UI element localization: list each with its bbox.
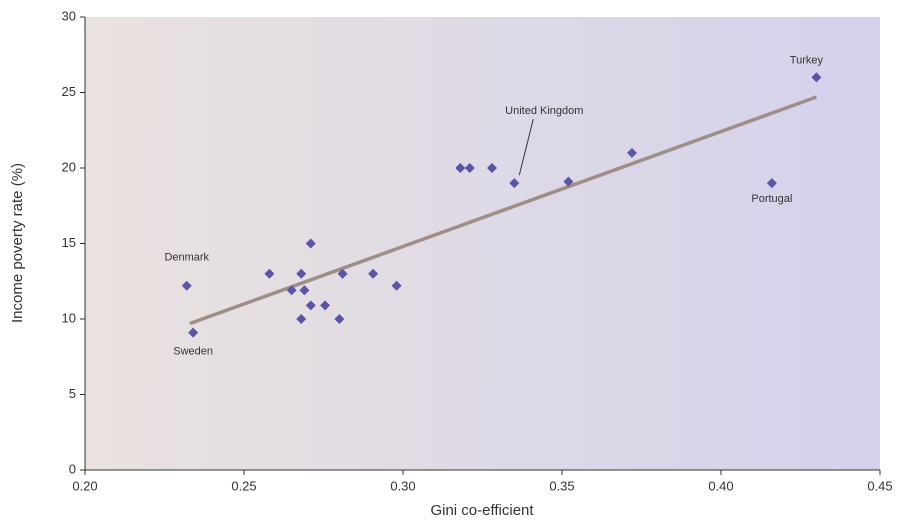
point	[264, 268, 275, 279]
point	[368, 268, 379, 279]
x-axis-title: Gini co-efficient	[430, 502, 534, 519]
point	[305, 238, 316, 249]
point	[296, 314, 307, 324]
x-tick-label: 0.25	[231, 478, 256, 493]
x-tick-label: 0.40	[708, 478, 733, 493]
leader-line	[518, 118, 534, 176]
point-label: Portugal	[751, 193, 792, 205]
y-tick-label: 20	[62, 159, 76, 174]
point	[181, 280, 192, 291]
point	[334, 314, 345, 324]
x-tick-label: 0.20	[72, 478, 97, 493]
point	[509, 178, 520, 189]
x-tick-label: 0.30	[390, 478, 415, 493]
x-tick-label: 0.45	[867, 478, 892, 493]
y-tick-label: 0	[69, 461, 76, 476]
y-tick-label: 30	[62, 8, 76, 23]
point	[391, 280, 402, 291]
point	[766, 178, 777, 189]
point	[811, 72, 822, 83]
point	[626, 147, 637, 158]
y-tick-label: 15	[62, 235, 76, 250]
y-tick-label: 25	[62, 84, 76, 99]
point	[337, 268, 348, 279]
point-label: Turkey	[790, 54, 824, 66]
point	[563, 176, 574, 187]
y-tick-label: 10	[62, 310, 76, 325]
point	[455, 163, 466, 173]
point	[305, 300, 316, 311]
point	[299, 285, 310, 296]
point-label: United Kingdom	[505, 105, 583, 117]
point	[320, 300, 331, 311]
point-label: Denmark	[164, 252, 209, 264]
point	[487, 163, 498, 173]
point	[188, 327, 199, 338]
x-tick-label: 0.35	[549, 478, 574, 493]
point	[296, 268, 307, 279]
point	[286, 285, 297, 296]
plot-area	[85, 17, 880, 470]
point	[464, 163, 475, 173]
point-label: Sweden	[173, 345, 213, 357]
trend-line	[189, 95, 817, 326]
y-axis-title: Income poverty rate (%)	[9, 163, 26, 323]
y-tick-label: 5	[69, 386, 76, 401]
